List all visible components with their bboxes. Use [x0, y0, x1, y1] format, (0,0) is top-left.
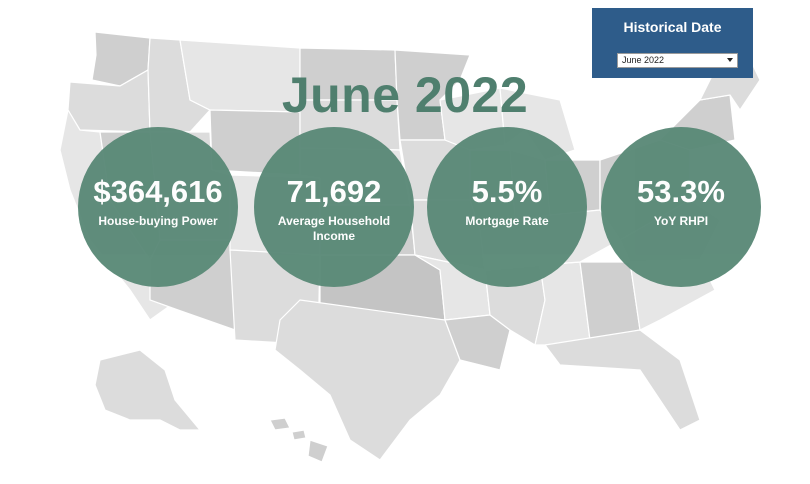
map-state	[269, 417, 291, 431]
historical-date-filter: Historical Date June 2022	[592, 8, 753, 78]
date-dropdown[interactable]: June 2022	[617, 53, 738, 68]
kpi-value: 5.5%	[471, 174, 543, 209]
kpi-yoy-rhpi: 53.3% YoY RHPI	[601, 127, 761, 287]
kpi-average-household-income: 71,692 Average Household Income	[254, 127, 414, 287]
kpi-label: House-buying Power	[98, 214, 218, 228]
map-state	[444, 314, 511, 371]
kpi-house-buying-power: $364,616 House-buying Power	[78, 127, 238, 287]
map-state	[543, 329, 701, 431]
filter-title: Historical Date	[623, 19, 722, 35]
map-state	[579, 261, 641, 341]
kpi-value: 71,692	[286, 174, 382, 209]
kpi-value: 53.3%	[637, 174, 725, 209]
kpi-value: $364,616	[93, 174, 223, 209]
page-title: June 2022	[281, 67, 529, 123]
kpi-mortgage-rate: 5.5% Mortgage Rate	[427, 127, 587, 287]
map-state	[94, 349, 202, 431]
map-state	[291, 429, 307, 441]
chevron-down-icon	[727, 58, 733, 62]
dropdown-selected-value: June 2022	[622, 55, 665, 65]
kpi-label: Average Household Income	[277, 214, 391, 243]
map-state	[307, 439, 329, 463]
kpi-label: Mortgage Rate	[465, 214, 549, 228]
kpi-label: YoY RHPI	[653, 214, 709, 228]
